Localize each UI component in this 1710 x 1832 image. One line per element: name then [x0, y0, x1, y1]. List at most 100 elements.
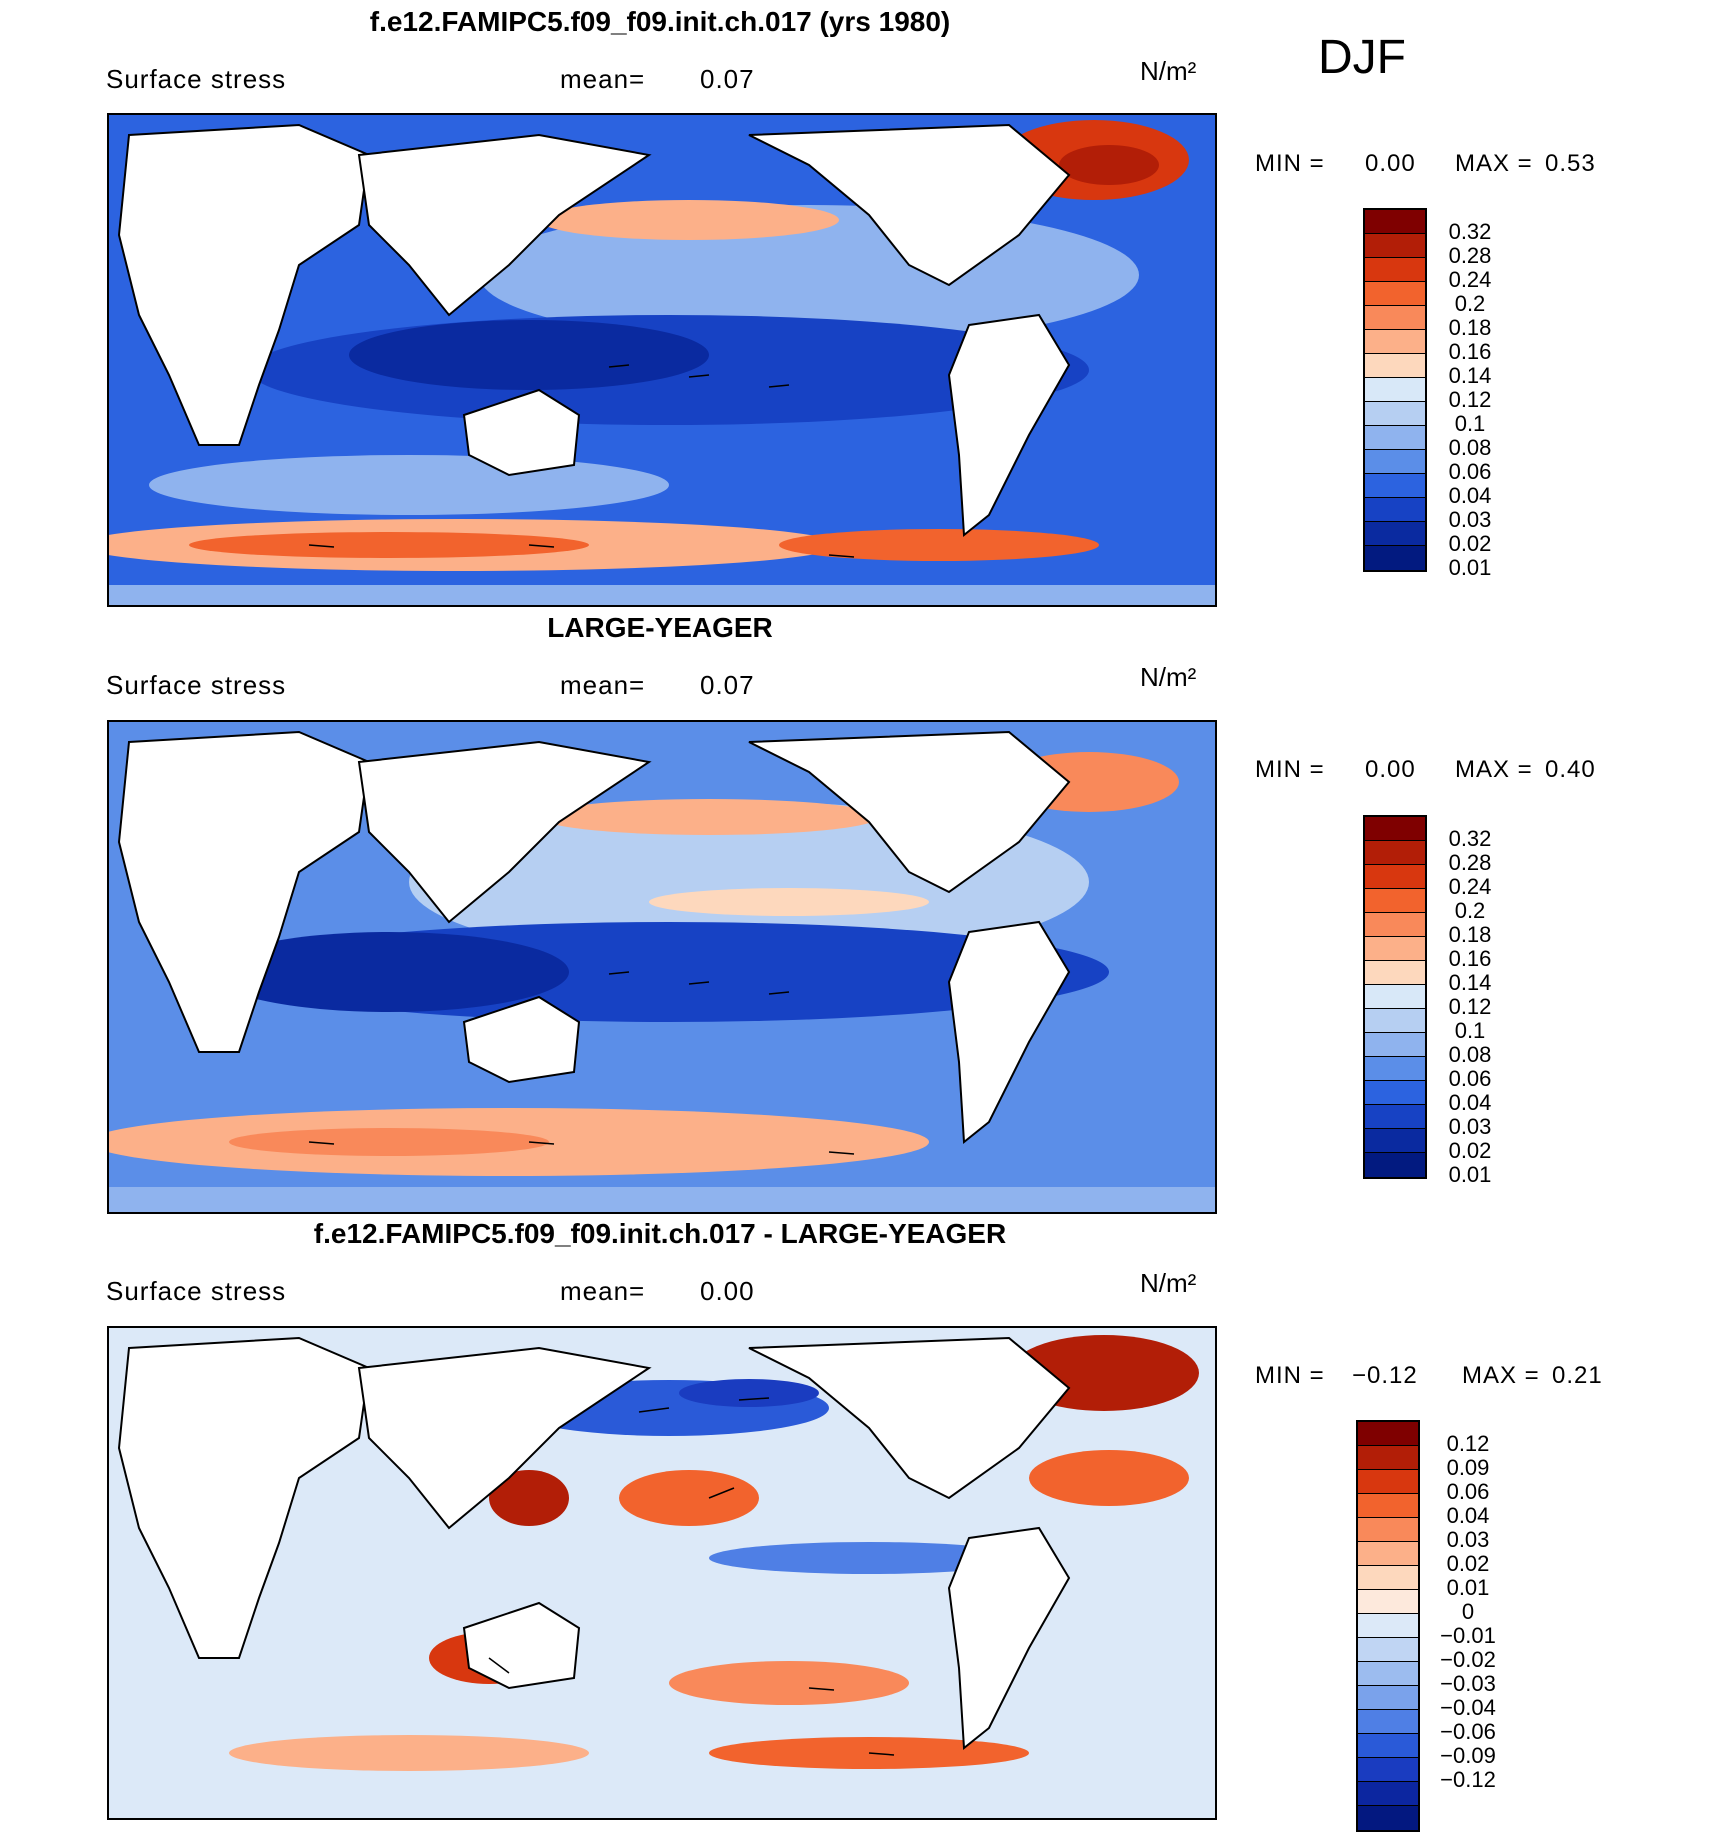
panel-3-map-svg: [109, 1328, 1215, 1818]
equatorial-core: [349, 320, 709, 390]
colorbar-segment: [1365, 1057, 1425, 1081]
colorbar-tick-label: 0.14: [1448, 970, 1492, 995]
colorbar-segment: [1358, 1446, 1418, 1470]
colorbar-tick-label: −0.03: [1440, 1671, 1496, 1696]
colorbar-tick-label: 0.16: [1448, 946, 1492, 971]
colorbar-segment: [1365, 450, 1425, 474]
panel-2-map-svg: [109, 722, 1215, 1212]
south-america-landmass: [947, 313, 1071, 537]
antarctic-margin: [109, 1187, 1215, 1212]
colorbar-tick-label: 0.14: [1448, 363, 1492, 388]
colorbar-tick-label: 0.32: [1448, 826, 1492, 851]
wind-arrow: [868, 1752, 895, 1756]
colorbar-segment: [1365, 258, 1425, 282]
panel-1-mean-label: mean=: [560, 64, 646, 94]
colorbar-segment: [1365, 522, 1425, 546]
colorbar-segment: [1365, 1009, 1425, 1033]
colorbar-segment: [1365, 210, 1425, 234]
colorbar-tick-label: 0.01: [1448, 555, 1492, 580]
colorbar-tick-label: −0.06: [1440, 1719, 1496, 1744]
colorbar-segment: [1365, 498, 1425, 522]
colorbar-tick-label: 0: [1461, 1599, 1475, 1624]
atlantic-positive: [1029, 1450, 1189, 1506]
southern-storm-core: [189, 532, 589, 558]
south-america-landmass: [947, 1526, 1071, 1750]
panel-3-max-value: 0.21: [1552, 1362, 1603, 1389]
colorbar-segment: [1365, 282, 1425, 306]
colorbar-tick-label: 0.32: [1448, 219, 1492, 244]
southern-storm-core-east: [779, 529, 1099, 561]
panel-1-max-value: 0.53: [1545, 150, 1596, 177]
southern-light-band: [149, 455, 669, 515]
wind-arrow: [608, 364, 630, 368]
colorbar-tick-label: 0.06: [1446, 1479, 1490, 1504]
panel-1-field-label: Surface stress: [106, 64, 287, 94]
colorbar-segment: [1358, 1638, 1418, 1662]
wind-arrow: [528, 1141, 555, 1145]
australia-landmass: [462, 388, 581, 477]
western-pacific-positive: [489, 1470, 569, 1526]
wind-arrows: [488, 1397, 895, 1756]
colorbar-segment: [1358, 1806, 1418, 1830]
wind-arrow: [738, 1397, 770, 1401]
panel-1-min-label: MIN =: [1255, 150, 1325, 177]
colorbar-tick-label: 0.12: [1448, 994, 1492, 1019]
panel-3-field-label: Surface stress: [106, 1276, 287, 1306]
colorbar-tick-label: 0.04: [1448, 483, 1492, 508]
colorbar-tick-label: −0.01: [1440, 1623, 1496, 1648]
colorbar-segment: [1365, 865, 1425, 889]
panel-1-mean-value: 0.07: [700, 64, 755, 94]
colorbar-segment: [1365, 985, 1425, 1009]
south-pacific-positive: [669, 1661, 909, 1705]
panel-2-min-value: 0.00: [1365, 756, 1416, 783]
north-america-landmass: [748, 730, 1071, 894]
panel-1-colorbar-labels: 0.32 0.28 0.24 0.2 0.18 0.16 0.14 0.12 0.1 0.08 0.…: [1435, 220, 1505, 580]
panel-3-map: [107, 1326, 1217, 1820]
wind-arrow: [768, 991, 790, 995]
panel-2-title: LARGE-YEAGER: [547, 612, 773, 643]
colorbar-segment: [1365, 234, 1425, 258]
panel-3-colorbar-labels: 0.12 0.09 0.06 0.04 0.03 0.02 0.01 0 −0.01 −0.02−…: [1428, 1432, 1508, 1792]
colorbar-segment: [1358, 1518, 1418, 1542]
panel-3-max-label: MAX =: [1462, 1362, 1540, 1389]
colorbar-tick-label: 0.01: [1446, 1575, 1490, 1600]
colorbar-tick-label: 0.04: [1448, 1090, 1492, 1115]
subtropical-negative: [709, 1542, 1029, 1574]
colorbar-segment: [1365, 1105, 1425, 1129]
panel-1-map: [107, 113, 1217, 607]
panel-2-map: [107, 720, 1217, 1214]
north-pacific-jet: [539, 200, 839, 240]
asia-landmass: [357, 1346, 652, 1530]
subtropical-band: [649, 888, 929, 916]
colorbar-tick-label: 0.06: [1448, 1066, 1492, 1091]
colorbar-segment: [1365, 817, 1425, 841]
north-pacific-positive: [619, 1470, 759, 1526]
panel-3-mean-label: mean=: [560, 1276, 646, 1306]
colorbar-segment: [1358, 1422, 1418, 1446]
colorbar-segment: [1365, 889, 1425, 913]
panel-2-mean-label: mean=: [560, 670, 646, 700]
colorbar-tick-label: 0.02: [1448, 1138, 1492, 1163]
colorbar-tick-label: 0.01: [1448, 1162, 1492, 1187]
panel-3-colorbar: [1356, 1420, 1420, 1832]
colorbar-segment: [1358, 1566, 1418, 1590]
colorbar-segment: [1358, 1662, 1418, 1686]
colorbar-tick-label: 0.02: [1446, 1551, 1490, 1576]
colorbar-tick-label: −0.09: [1440, 1743, 1496, 1768]
colorbar-tick-label: 0.12: [1446, 1431, 1490, 1456]
wind-arrow: [688, 374, 710, 378]
panel-2-mean-value: 0.07: [700, 670, 755, 700]
south-america-landmass: [947, 920, 1071, 1144]
colorbar-segment: [1358, 1614, 1418, 1638]
southern-storm-core: [229, 1128, 549, 1156]
colorbar-segment: [1358, 1710, 1418, 1734]
panel-3-min-value: −0.12: [1352, 1362, 1418, 1389]
wind-arrow: [308, 544, 335, 548]
colorbar-segment: [1365, 546, 1425, 570]
panel-2-units: N/m²: [1140, 662, 1197, 692]
colorbar-segment: [1365, 1033, 1425, 1057]
panel-1-colorbar: [1363, 208, 1427, 572]
colorbar-tick-label: 0.04: [1446, 1503, 1490, 1528]
colorbar-tick-label: 0.16: [1448, 339, 1492, 364]
colorbar-tick-label: 0.03: [1446, 1527, 1490, 1552]
